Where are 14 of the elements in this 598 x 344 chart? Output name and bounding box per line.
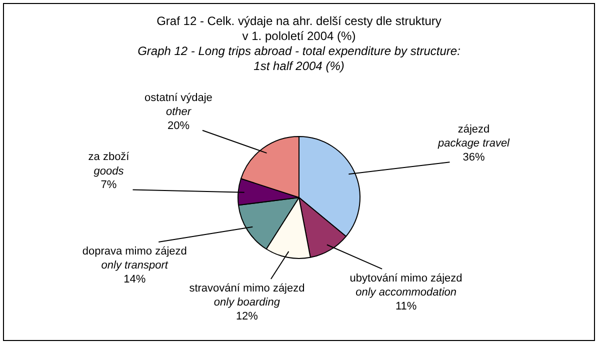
data-label: 14% [124,274,146,286]
data-label: 20% [167,120,190,132]
data-label: 36% [462,152,485,164]
data-label: 7% [100,179,117,192]
slice-label: doprava mimo zájezd only transport [82,246,187,272]
chart-subtitle: Graph 12 - Long trips abroad - total expenditure by structure: 1st half 2004 (%) [136,44,462,74]
data-label: 12% [236,310,258,323]
data-label: 11% [395,300,417,312]
slice-label: za zboží goods [88,151,130,178]
chart-title: Graf 12 - Celk. výdaje na ahr. delší cesty dle struktury v 1. pololetí 2004 (%) [156,14,442,44]
slice-label: zájezd package travel [436,124,510,150]
slice-label: ostatní výdaje other [144,92,212,118]
slice-label: ubytování mimo zájezd only accommodation [350,272,462,299]
slice-label: stravování mimo zájezd only boarding [189,282,305,309]
